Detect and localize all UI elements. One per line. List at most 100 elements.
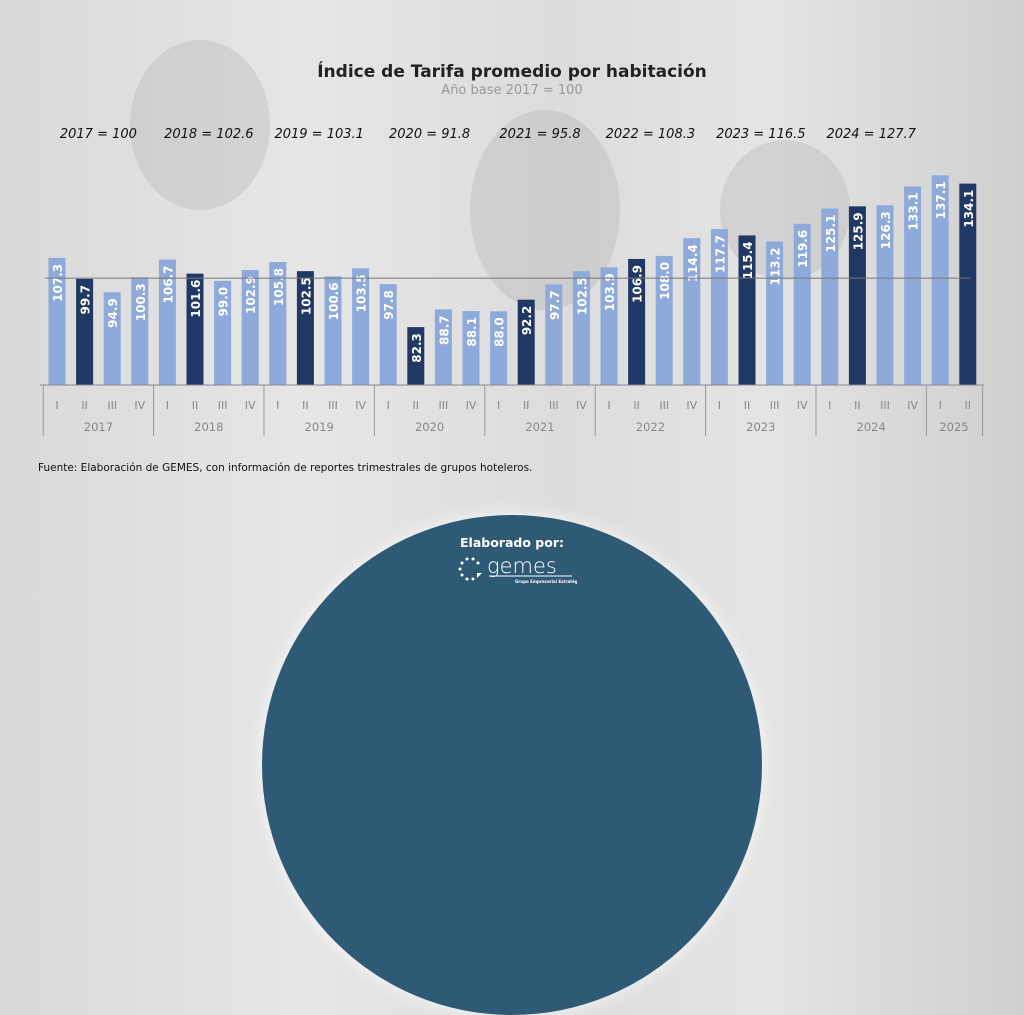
- data-label: 103.5: [355, 274, 369, 312]
- data-label: 119.6: [796, 230, 810, 268]
- quarter-tick-label: III: [439, 399, 449, 412]
- quarter-tick-label: I: [55, 399, 58, 412]
- quarter-tick-label: IV: [797, 399, 808, 412]
- quarter-tick-label: IV: [355, 399, 366, 412]
- annual-average-label: 2017 = 100: [60, 127, 137, 142]
- bar-2017-q2: [76, 278, 94, 385]
- bar-2019-q2: [296, 271, 314, 385]
- bar-2020-q4: [462, 311, 480, 385]
- annual-average-label: 2021 = 95.8: [499, 127, 580, 142]
- annual-average-label: 2020 = 91.8: [389, 127, 470, 142]
- bar-2018-q3: [214, 280, 232, 385]
- data-label: 99.0: [217, 287, 231, 317]
- data-label: 100.6: [327, 282, 341, 320]
- annual-average-label: 2024 = 127.7: [826, 127, 916, 142]
- data-label: 103.9: [603, 273, 617, 311]
- data-label: 108.0: [658, 262, 672, 300]
- footer-badge: [262, 515, 762, 1015]
- year-label: 2018: [194, 420, 223, 434]
- bar-2017-q4: [131, 277, 149, 385]
- quarter-tick-label: III: [659, 399, 669, 412]
- data-label: 100.3: [134, 283, 148, 321]
- gemes-logo: gemes Grupo Empresarial Estratégia: [457, 553, 582, 585]
- quarter-tick-label: III: [549, 399, 559, 412]
- bar-2018-q2: [186, 273, 204, 385]
- quarter-tick-label: IV: [466, 399, 477, 412]
- data-label: 94.9: [106, 298, 120, 328]
- chart-title: Índice de Tarifa promedio por habitación: [317, 62, 707, 82]
- logo-text: gemes: [487, 554, 557, 578]
- data-label: 102.9: [244, 276, 258, 314]
- quarter-tick-label: IV: [134, 399, 145, 412]
- data-label: 133.1: [907, 192, 921, 230]
- data-label: 115.4: [741, 241, 755, 279]
- quarter-tick-label: III: [107, 399, 117, 412]
- data-label: 88.7: [437, 315, 451, 345]
- quarter-tick-label: I: [607, 399, 610, 412]
- bar-2019-q1: [269, 262, 287, 385]
- year-label: 2022: [636, 420, 665, 434]
- quarter-tick-label: I: [497, 399, 500, 412]
- data-label: 117.7: [713, 235, 727, 273]
- year-label: 2020: [415, 420, 444, 434]
- quarter-tick-label: III: [880, 399, 890, 412]
- quarter-tick-label: II: [523, 399, 530, 412]
- annual-average-label: 2023 = 116.5: [716, 127, 805, 142]
- quarter-tick-label: II: [413, 399, 420, 412]
- quarter-tick-label: I: [939, 399, 942, 412]
- quarter-tick-label: I: [166, 399, 169, 412]
- bar-2018-q1: [158, 259, 176, 385]
- quarter-tick-label: IV: [907, 399, 918, 412]
- quarter-tick-label: II: [81, 399, 88, 412]
- quarter-tick-label: II: [854, 399, 861, 412]
- data-label: 125.1: [824, 215, 838, 253]
- source-note: Fuente: Elaboración de GEMES, con inform…: [38, 462, 533, 474]
- data-label: 92.2: [520, 306, 534, 336]
- bar-2025-q1: [931, 175, 949, 385]
- quarter-tick-label: IV: [245, 399, 256, 412]
- made-by-label: Elaborado por:: [460, 535, 564, 550]
- year-label: 2025: [939, 420, 968, 434]
- data-label: 105.8: [272, 268, 286, 306]
- data-label: 88.0: [493, 317, 507, 347]
- bar-2021-q4: [572, 271, 590, 385]
- data-label: 137.1: [934, 181, 948, 219]
- quarter-tick-label: II: [633, 399, 640, 412]
- bar-2019-q4: [352, 268, 370, 385]
- bar-2021-q1: [490, 311, 508, 385]
- bar-2023-q2: [738, 235, 756, 385]
- bar-2023-q4: [793, 223, 811, 385]
- bar-2024-q1: [821, 208, 839, 385]
- bar-2020-q1: [379, 284, 397, 385]
- quarter-tick-label: IV: [576, 399, 587, 412]
- data-label: 113.2: [769, 248, 783, 286]
- data-label: 107.3: [51, 264, 65, 302]
- bar-chart: 107.3I99.7II94.9III100.3IV106.7I101.6II9…: [40, 127, 984, 436]
- data-label: 114.4: [686, 244, 700, 282]
- quarter-tick-label: IV: [686, 399, 697, 412]
- year-label: 2021: [525, 420, 554, 434]
- data-label: 97.8: [382, 290, 396, 320]
- bar-2023-q1: [710, 229, 728, 385]
- bar-2024-q2: [848, 206, 866, 385]
- chart-subtitle: Año base 2017 = 100: [441, 83, 583, 98]
- year-label: 2017: [84, 420, 113, 434]
- data-label: 99.7: [79, 285, 93, 315]
- year-label: 2023: [746, 420, 775, 434]
- year-label: 2019: [305, 420, 334, 434]
- bar-2021-q2: [517, 299, 535, 385]
- bar-2020-q2: [407, 327, 425, 385]
- data-label: 102.5: [299, 277, 313, 315]
- quarter-tick-label: II: [965, 399, 972, 412]
- logo-tagline: Grupo Empresarial Estratégia: [515, 579, 577, 584]
- quarter-tick-label: III: [770, 399, 780, 412]
- data-label: 97.7: [548, 290, 562, 320]
- bar-2024-q4: [904, 186, 922, 385]
- quarter-tick-label: II: [192, 399, 199, 412]
- bar-2023-q3: [766, 241, 784, 385]
- quarter-tick-label: II: [744, 399, 751, 412]
- bar-2017-q3: [103, 292, 121, 385]
- bar-2022-q2: [628, 258, 646, 385]
- bar-2019-q3: [324, 276, 342, 385]
- bar-2022-q3: [655, 255, 673, 385]
